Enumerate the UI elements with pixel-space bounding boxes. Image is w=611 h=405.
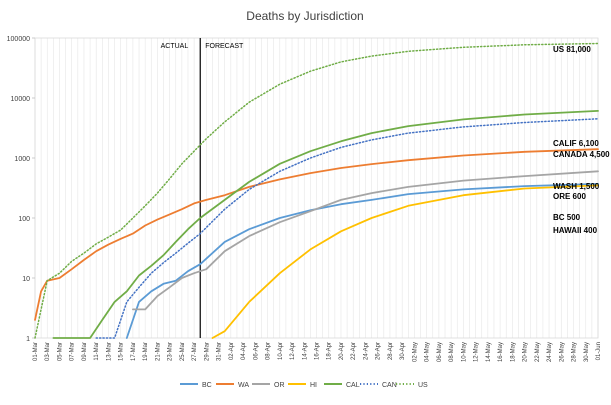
forecast-label: FORECAST — [205, 43, 244, 50]
series-line-us — [34, 42, 599, 339]
x-tick-label: 18-May — [510, 342, 516, 362]
x-tick-label: 28-Apr — [388, 342, 394, 360]
annotation-layer: US 81,000 CALIF 6,100 CANADA 4,500 WASH 1,5… — [553, 45, 610, 235]
x-tick-label: 06-Apr — [253, 342, 259, 360]
x-tick-label: 29-Mar — [204, 342, 210, 361]
x-tick-label: 23-Mar — [168, 342, 174, 361]
legend: BC WA OR HI CAL CAN US — [180, 382, 428, 389]
x-tick-label: 27-Mar — [192, 342, 198, 361]
plot-border — [34, 37, 599, 339]
x-tick-label: 13-Mar — [106, 342, 112, 361]
x-tick-label: 15-Mar — [119, 342, 125, 361]
x-tick-label: 10-Apr — [278, 342, 284, 360]
x-tick-label: 01-Mar — [33, 342, 39, 361]
x-tick-label: 26-Apr — [376, 342, 382, 360]
series-line-cal — [52, 110, 599, 339]
legend-label: BC — [202, 382, 212, 389]
x-tick-label: 20-May — [523, 342, 529, 362]
legend-label: WA — [238, 382, 249, 389]
annotation-label: BC 500 — [553, 213, 581, 222]
x-tick-label: 12-Apr — [290, 342, 296, 360]
annotation-label: ORE 600 — [553, 192, 586, 201]
x-tick-label: 22-Apr — [351, 342, 357, 360]
annotation-label: CALIF 6,100 — [553, 139, 599, 148]
legend-label: OR — [274, 382, 285, 389]
x-tick-label: 14-Apr — [302, 342, 308, 360]
y-tick-label: 100 — [18, 216, 30, 223]
x-tick-label: 26-May — [559, 342, 565, 362]
x-tick-label: 14-May — [486, 342, 492, 362]
chart-title: Deaths by Jurisdiction — [246, 9, 363, 23]
x-tick-label: 25-Mar — [180, 342, 186, 361]
x-tick-label: 09-Mar — [82, 342, 88, 361]
x-tick-label: 05-Mar — [57, 342, 63, 361]
y-tick-label: 100000 — [7, 36, 30, 43]
x-tick-label: 08-Apr — [266, 342, 272, 360]
x-tick-label: 04-May — [425, 342, 431, 362]
annotation-label: US 81,000 — [553, 45, 591, 54]
y-tick-label: 1 — [26, 336, 30, 343]
legend-label: US — [418, 382, 428, 389]
x-tick-label: 28-May — [572, 342, 578, 362]
x-tick-label: 11-Mar — [94, 342, 100, 361]
series-layer — [34, 42, 599, 339]
legend-label: CAL — [346, 382, 360, 389]
x-tick-label: 16-May — [498, 342, 504, 362]
x-tick-label: 08-May — [449, 342, 455, 362]
series-line-bc — [125, 182, 599, 339]
legend-label: CAN — [382, 382, 397, 389]
x-tick-label: 21-Mar — [155, 342, 161, 361]
y-tick-label: 1000 — [14, 156, 30, 163]
x-tick-label: 04-Apr — [241, 342, 247, 360]
annotation-label: CANADA 4,500 — [553, 150, 610, 159]
x-tick-label: 03-Mar — [45, 342, 51, 361]
series-line-can — [95, 118, 599, 339]
x-tick-label: 10-May — [461, 342, 467, 362]
x-tick-label: 19-Mar — [143, 342, 149, 361]
x-tick-label: 06-May — [437, 342, 443, 362]
x-tick-label: 02-Apr — [229, 342, 235, 360]
series-line-or — [131, 170, 599, 311]
annotation-label: WASH 1,500 — [553, 182, 600, 191]
series-line-wa — [34, 148, 599, 321]
x-tick-label: 02-May — [412, 342, 418, 362]
x-tick-label: 30-May — [584, 342, 590, 362]
x-tick-label: 30-Apr — [400, 342, 406, 360]
x-tick-label: 01-Jun — [596, 342, 602, 360]
x-tick-label: 20-Apr — [339, 342, 345, 360]
x-tick-label: 16-Apr — [315, 342, 321, 360]
actual-label: ACTUAL — [161, 43, 189, 50]
legend-label: HI — [310, 382, 317, 389]
y-tick-label: 10000 — [11, 96, 31, 103]
x-tick-label: 22-May — [535, 342, 541, 362]
x-tick-label: 24-Apr — [363, 342, 369, 360]
y-tick-label: 10 — [22, 276, 30, 283]
x-tick-label: 31-Mar — [217, 342, 223, 361]
divider-layer: ACTUAL FORECAST — [161, 38, 244, 338]
axis-layer: 1 10 100 1000 10000 100000 01-Mar 03-Mar 05-Mar 0… — [7, 36, 602, 362]
x-tick-label: 24-May — [547, 342, 553, 362]
x-tick-label: 18-Apr — [327, 342, 333, 360]
x-tick-label: 17-Mar — [131, 342, 137, 361]
x-tick-label: 07-Mar — [70, 342, 76, 361]
annotation-label: HAWAII 400 — [553, 226, 598, 235]
x-tick-label: 12-May — [474, 342, 480, 362]
series-line-hi — [211, 184, 599, 339]
